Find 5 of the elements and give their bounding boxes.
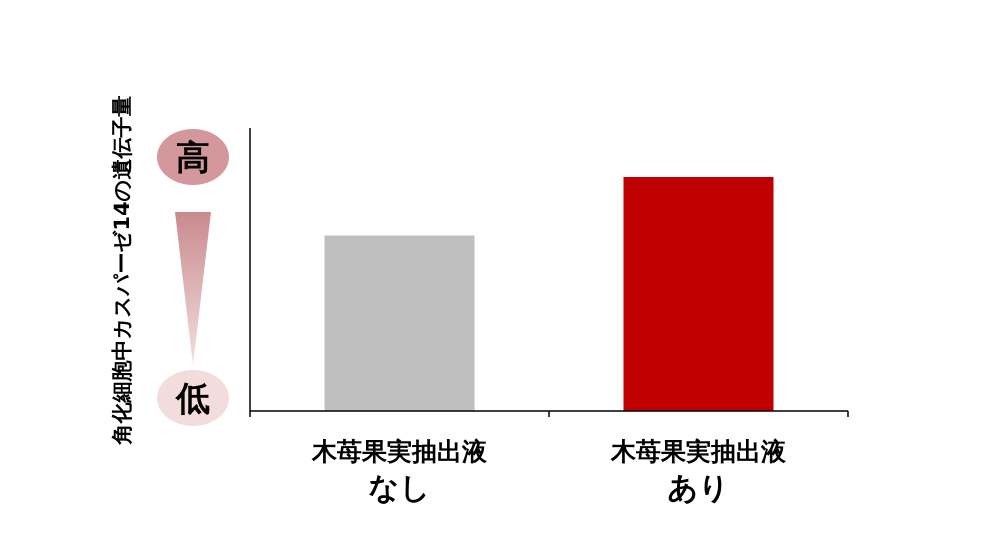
x-tick-label: 木苺果実抽出液あり — [610, 437, 787, 506]
x-tick-label: 木苺果実抽出液なし — [311, 437, 488, 506]
text: 高 — [176, 138, 210, 178]
text: 角化細胞中カスパーゼ14の遺伝子量 — [110, 95, 134, 446]
text: 低 — [174, 379, 210, 419]
